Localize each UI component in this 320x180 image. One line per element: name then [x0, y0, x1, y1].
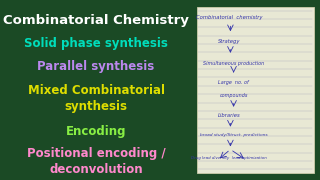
Text: deconvolution: deconvolution	[49, 163, 143, 176]
Text: Parallel synthesis: Parallel synthesis	[37, 60, 155, 73]
Text: Positional encoding /: Positional encoding /	[27, 147, 165, 159]
Text: broad study/Struct. predictions: broad study/Struct. predictions	[200, 133, 268, 137]
Text: Simultaneous production: Simultaneous production	[203, 60, 264, 66]
Text: Mixed Combinatorial: Mixed Combinatorial	[28, 84, 164, 96]
Text: Combinatorial Chemistry: Combinatorial Chemistry	[3, 14, 189, 27]
Text: Libraries: Libraries	[217, 113, 240, 118]
Text: Strategy: Strategy	[218, 39, 240, 44]
Text: Combinatorial  chemistry: Combinatorial chemistry	[196, 15, 262, 21]
Text: Drug lead diversity  lead optimization: Drug lead diversity lead optimization	[191, 156, 267, 160]
Text: Encoding: Encoding	[66, 125, 126, 138]
Text: synthesis: synthesis	[65, 100, 127, 113]
Text: Solid phase synthesis: Solid phase synthesis	[24, 37, 168, 50]
Text: Large  no. of: Large no. of	[218, 80, 249, 85]
Text: compounds: compounds	[220, 93, 248, 98]
Bar	[197, 7, 314, 173]
